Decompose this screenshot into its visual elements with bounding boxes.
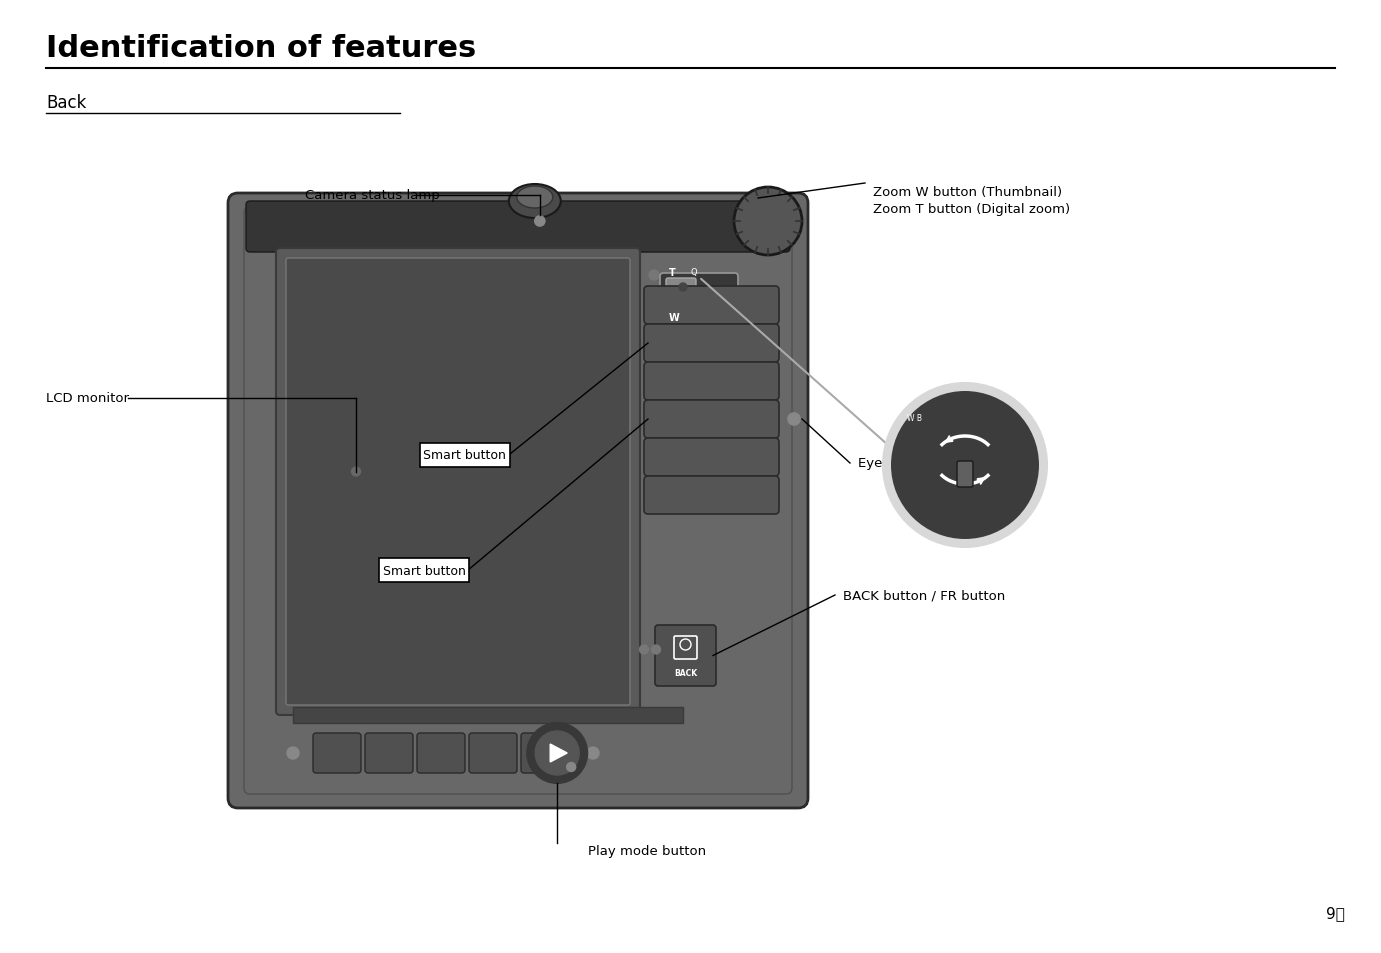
Polygon shape [550, 744, 568, 762]
Bar [293, 707, 684, 723]
Text: Zoom W button (Thumbnail): Zoom W button (Thumbnail) [873, 186, 1062, 199]
Circle shape [536, 731, 579, 775]
Ellipse shape [516, 187, 552, 209]
Circle shape [287, 747, 300, 760]
FancyBboxPatch shape [470, 733, 516, 773]
FancyBboxPatch shape [246, 202, 790, 253]
Circle shape [789, 414, 800, 426]
FancyBboxPatch shape [365, 733, 413, 773]
FancyBboxPatch shape [660, 274, 737, 302]
FancyBboxPatch shape [286, 258, 630, 705]
Text: 9〉: 9〉 [1326, 905, 1345, 921]
FancyBboxPatch shape [417, 733, 465, 773]
FancyBboxPatch shape [420, 443, 510, 467]
Text: Identification of features: Identification of features [46, 34, 476, 63]
Circle shape [639, 645, 649, 655]
Text: Q: Q [690, 268, 697, 276]
Text: W B: W B [907, 414, 923, 422]
FancyBboxPatch shape [228, 193, 808, 808]
Circle shape [652, 645, 660, 655]
FancyBboxPatch shape [313, 733, 360, 773]
Text: Play mode button: Play mode button [588, 844, 706, 858]
FancyBboxPatch shape [644, 438, 779, 476]
Text: LCD monitor: LCD monitor [46, 392, 128, 405]
Bar [690, 301, 704, 313]
Text: Back: Back [46, 94, 87, 112]
FancyBboxPatch shape [666, 278, 696, 296]
Text: BACK: BACK [674, 669, 697, 678]
Circle shape [534, 216, 544, 227]
Text: W: W [668, 313, 679, 323]
Circle shape [566, 762, 576, 772]
Circle shape [679, 639, 690, 650]
Text: Zoom T button (Digital zoom): Zoom T button (Digital zoom) [873, 203, 1070, 215]
Text: Eyelet for camera strap: Eyelet for camera strap [858, 457, 1015, 470]
FancyBboxPatch shape [655, 625, 715, 686]
Circle shape [352, 468, 360, 476]
Text: Smart button: Smart button [383, 564, 465, 577]
Text: BACK button / FR button: BACK button / FR button [842, 589, 1005, 602]
FancyBboxPatch shape [644, 363, 779, 400]
FancyBboxPatch shape [644, 287, 779, 325]
FancyBboxPatch shape [276, 249, 639, 716]
Text: Camera status lamp: Camera status lamp [305, 190, 439, 202]
Circle shape [679, 284, 686, 292]
Ellipse shape [733, 188, 802, 255]
Circle shape [649, 271, 659, 281]
Text: Smart button: Smart button [424, 449, 507, 462]
FancyBboxPatch shape [521, 733, 569, 773]
FancyBboxPatch shape [644, 476, 779, 515]
FancyBboxPatch shape [644, 325, 779, 363]
Text: T: T [668, 268, 675, 277]
Circle shape [891, 392, 1039, 539]
FancyBboxPatch shape [957, 461, 974, 488]
FancyBboxPatch shape [378, 558, 470, 582]
FancyBboxPatch shape [644, 400, 779, 438]
Circle shape [587, 747, 599, 760]
Circle shape [882, 384, 1047, 547]
Ellipse shape [508, 185, 561, 219]
Circle shape [528, 723, 587, 783]
